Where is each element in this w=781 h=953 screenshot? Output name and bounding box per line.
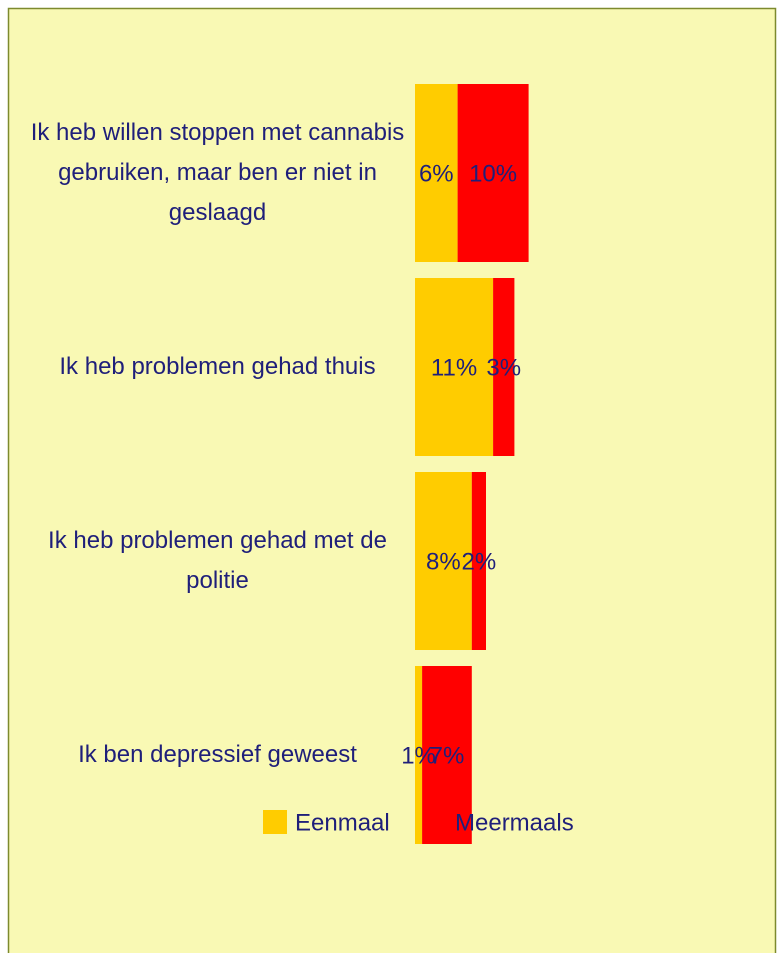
bar-segment [415,472,472,650]
value-label: 8% [426,548,461,575]
value-label: 7% [430,742,465,769]
category-label-box: Ik heb willen stoppen met cannabis gebru… [30,119,405,226]
chart-frame [7,7,777,953]
category-label: Ik ben depressief geweest [78,741,357,768]
bar-segment [415,666,423,844]
category-label-box: Ik ben depressief geweest [78,741,357,768]
value-label: 11% [431,354,477,381]
category-label: Ik heb problemen gehad met de politie [48,527,387,594]
bar-segment [457,84,529,262]
legend-label: Eenmaal [295,809,390,836]
legend-swatch [423,810,447,834]
value-label: 1% [401,742,436,769]
category-label-box: Ik heb problemen gehad met de politie [48,527,387,594]
legend-swatch [263,810,287,834]
category-label: Ik heb problemen gehad thuis [59,353,376,380]
value-label: 10% [469,160,517,187]
value-label: 3% [486,354,521,381]
bar-segment [415,84,458,262]
category-label-box: Ik heb problemen gehad thuis [59,353,376,380]
bar-segment [493,278,515,456]
bar-segment [415,278,494,456]
category-label: Ik heb willen stoppen met cannabis gebru… [30,119,405,226]
bar-segment [471,472,486,650]
value-label: 2% [462,548,497,575]
value-label: 6% [419,160,454,187]
legend-label: Meermaals [455,809,574,836]
